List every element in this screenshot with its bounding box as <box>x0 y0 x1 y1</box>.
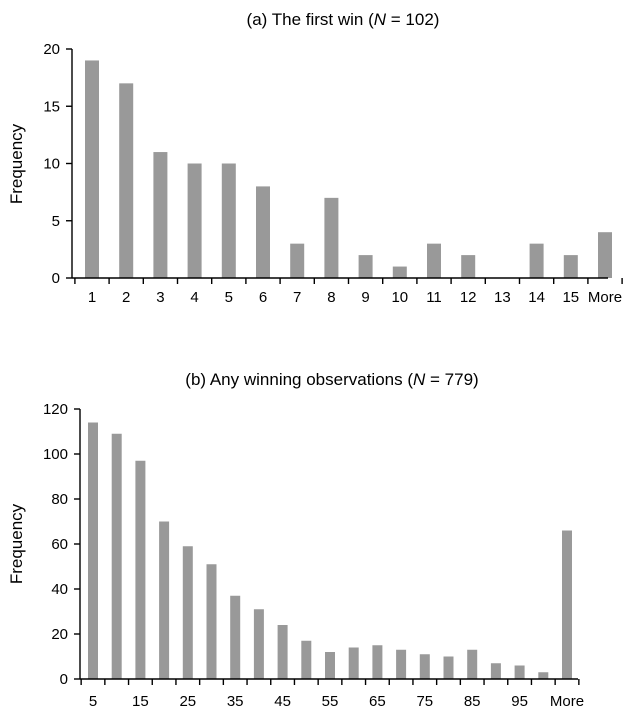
chart-a-x-tick-label: 1 <box>88 289 96 306</box>
chart-b-y-tick-label: 120 <box>43 401 68 418</box>
chart-a-x-tick-label: 4 <box>190 289 198 306</box>
chart-a-bar <box>392 266 407 278</box>
chart-a-x-tick-label: 15 <box>562 289 579 306</box>
chart-b-y-axis-label: Frequency <box>7 503 26 584</box>
chart-a-x-tick-label: 6 <box>259 289 267 306</box>
chart-a-y-tick-label: 15 <box>43 98 60 115</box>
chart-a-y-tick-label: 10 <box>43 156 60 173</box>
chart-b-x-tick-label: More <box>550 693 584 710</box>
chart-a-bar <box>187 163 202 278</box>
chart-a-bar <box>153 152 168 278</box>
chart-a-bar <box>529 243 544 278</box>
chart-b-bar <box>419 654 430 679</box>
chart-b-x-tick-label: 55 <box>322 693 339 710</box>
chart-b-bar <box>230 595 241 679</box>
chart-a-bar <box>324 197 339 278</box>
chart-b-title: (b) Any winning observations (N = 779) <box>185 370 478 389</box>
chart-b-bar <box>301 640 312 679</box>
chart-b-bar <box>159 521 170 679</box>
chart-b-x-tick-label: 35 <box>227 693 244 710</box>
chart-b-x-tick-label: 75 <box>416 693 433 710</box>
chart-b-bar <box>206 564 217 679</box>
chart-a-x-tick-label: 11 <box>426 289 442 306</box>
chart-b-x-tick-label: 25 <box>179 693 196 710</box>
chart-a-x-tick-label: More <box>588 289 622 306</box>
chart-a-y-tick-label: 20 <box>43 41 60 58</box>
chart-b-x-tick-label: 5 <box>89 693 97 710</box>
chart-b-bar <box>490 663 501 679</box>
chart-b-bar <box>562 530 572 679</box>
chart-a: (a) The first win (N = 102) Frequency 0 5… <box>7 10 623 306</box>
chart-b-y-tick-label: 0 <box>60 671 68 688</box>
chart-a-y-tick-label: 5 <box>52 213 60 230</box>
chart-a-title: (a) The first win (N = 102) <box>247 10 440 29</box>
chart-a-x-tick-label: 3 <box>156 289 164 306</box>
chart-b-y-tick-label: 80 <box>51 491 68 508</box>
chart-b-x-tick-label: 85 <box>464 693 481 710</box>
chart-a-x-tick-label: 13 <box>494 289 511 306</box>
chart-a-y-tick-label: 0 <box>52 270 60 287</box>
chart-b-bar <box>277 625 288 679</box>
chart-b-bar <box>88 422 98 679</box>
chart-a-x-tick-label: 10 <box>391 289 408 306</box>
chart-b-y-tick-label: 100 <box>43 446 68 463</box>
chart-a-x-tick-label: 12 <box>460 289 477 306</box>
chart-b-x-tick-label: 95 <box>511 693 528 710</box>
chart-b-y-tick-label: 40 <box>51 581 68 598</box>
chart-a-x-tick-label: 14 <box>528 289 545 306</box>
chart-a-x-tick-label: 5 <box>225 289 233 306</box>
chart-b-bar <box>538 672 549 679</box>
chart-b-bar <box>325 652 335 679</box>
chart-b-x-tick-label: 65 <box>369 693 386 710</box>
chart-a-bar <box>119 83 134 278</box>
chart-b-bar <box>467 649 478 679</box>
chart-a-bar <box>563 255 578 278</box>
chart-a-x-tick-label: 9 <box>361 289 369 306</box>
chart-a-bar <box>461 255 476 278</box>
chart-b-y-tick-label: 20 <box>51 626 68 643</box>
chart-a-x-tick-label: 2 <box>122 289 130 306</box>
chart-a-bar <box>427 243 441 278</box>
chart-b-bar <box>348 647 359 679</box>
chart-b-x-tick-label: 45 <box>274 693 291 710</box>
chart-a-x-tick-label: 7 <box>293 289 301 306</box>
chart-b-bar <box>514 665 525 679</box>
chart-b-bar <box>111 433 122 679</box>
chart-b-bar <box>253 609 264 679</box>
chart-a-bar <box>85 60 99 279</box>
chart-a-x-tick-label: 8 <box>327 289 335 306</box>
chart-b-bar <box>372 645 383 679</box>
chart-a-bar <box>598 232 612 278</box>
chart-b-bar <box>182 546 193 679</box>
chart-b-bar <box>396 649 407 679</box>
chart-b-bar <box>135 460 146 679</box>
chart-a-bar <box>290 243 305 278</box>
chart-b-y-tick-label: 60 <box>51 536 68 553</box>
chart-a-y-axis-label: Frequency <box>7 123 26 204</box>
chart-b-bar <box>443 656 454 679</box>
chart-b: (b) Any winning observations (N = 779) F… <box>7 370 584 710</box>
chart-a-bar <box>358 255 373 278</box>
chart-a-bar <box>221 163 236 278</box>
chart-b-x-tick-label: 15 <box>132 693 149 710</box>
chart-a-bar <box>256 186 270 278</box>
